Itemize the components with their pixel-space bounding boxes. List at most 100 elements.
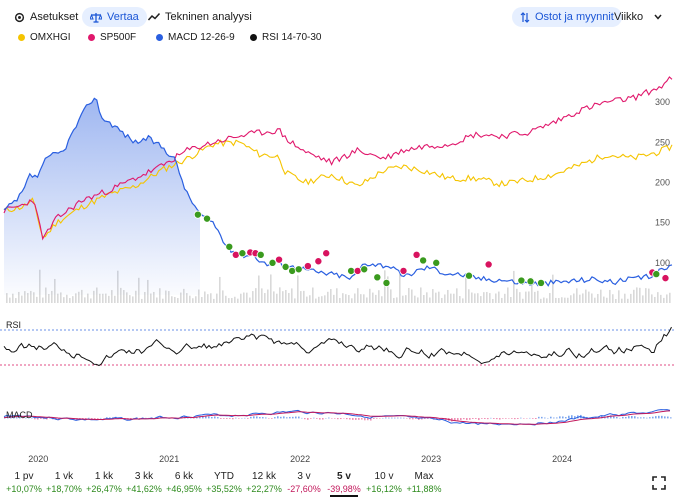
legend-chip-sp500f[interactable]: SP500F xyxy=(88,29,136,45)
macd-histogram-bar xyxy=(511,418,513,419)
volume-bar xyxy=(429,297,431,303)
sell-marker[interactable] xyxy=(399,266,408,275)
macd-histogram-bar xyxy=(637,417,639,419)
macd-histogram-bar xyxy=(31,417,33,419)
sell-marker[interactable] xyxy=(412,250,421,259)
buy-marker[interactable] xyxy=(373,273,382,282)
buy-marker[interactable] xyxy=(419,256,428,265)
buy-sell-button[interactable]: Ostot ja myynnit xyxy=(512,7,622,27)
trend-line-icon xyxy=(148,12,160,21)
sell-marker[interactable] xyxy=(314,257,323,266)
volume-bar xyxy=(12,293,14,303)
macd-histogram-bar xyxy=(313,417,315,419)
buy-marker[interactable] xyxy=(288,266,297,275)
macd-histogram-bar xyxy=(82,418,84,419)
sell-marker[interactable] xyxy=(353,266,362,275)
buy-marker[interactable] xyxy=(382,278,391,287)
buy-marker[interactable] xyxy=(238,249,247,258)
volume-bar xyxy=(111,290,113,303)
volume-bar xyxy=(348,295,350,303)
range-option[interactable]: 10 v +16,12% xyxy=(362,470,406,495)
macd-histogram-bar xyxy=(613,416,615,419)
buy-marker[interactable] xyxy=(256,250,265,259)
buy-marker[interactable] xyxy=(432,258,441,267)
legend-chip-rsi[interactable]: RSI 14-70-30 xyxy=(250,29,321,45)
sell-marker[interactable] xyxy=(303,262,312,271)
macd-histogram-bar xyxy=(574,416,576,419)
range-option[interactable]: YTD +35,52% xyxy=(202,470,246,495)
range-option[interactable]: 5 v -39,98% xyxy=(322,470,366,497)
range-option[interactable]: Max +11,88% xyxy=(402,470,446,495)
x-tick-label: 2021 xyxy=(159,454,179,464)
range-option[interactable]: 6 kk +46,95% xyxy=(162,470,206,495)
legend-label: SP500F xyxy=(100,31,137,43)
volume-bar xyxy=(435,292,437,303)
sell-marker[interactable] xyxy=(275,255,284,264)
fullscreen-icon[interactable] xyxy=(652,476,666,490)
technical-analysis-button[interactable]: Tekninen analyysi xyxy=(140,7,260,27)
buy-marker[interactable] xyxy=(347,266,356,275)
volume-bar xyxy=(60,292,62,303)
range-option[interactable]: 12 kk +22,27% xyxy=(242,470,286,495)
sell-marker[interactable] xyxy=(322,249,331,258)
volume-bar xyxy=(414,295,416,303)
sell-marker[interactable] xyxy=(661,274,670,283)
macd-histogram-bar xyxy=(205,416,207,419)
macd-histogram-bar xyxy=(652,416,654,419)
macd-histogram-bar xyxy=(457,418,459,421)
buy-marker[interactable] xyxy=(652,270,661,279)
macd-histogram-bar xyxy=(346,418,348,420)
range-option[interactable]: 3 kk +41,62% xyxy=(122,470,166,495)
macd-histogram-bar xyxy=(235,417,237,419)
buy-marker[interactable] xyxy=(537,278,546,287)
volume-bar xyxy=(444,294,446,303)
buy-marker[interactable] xyxy=(464,271,473,280)
buy-marker[interactable] xyxy=(203,214,212,223)
buy-marker[interactable] xyxy=(225,242,234,251)
macd-histogram-bar xyxy=(370,418,372,421)
buy-marker[interactable] xyxy=(360,265,369,274)
buy-sell-label: Ostot ja myynnit xyxy=(535,11,614,23)
range-option[interactable]: 3 v -27,60% xyxy=(282,470,326,495)
buy-marker[interactable] xyxy=(526,277,535,286)
range-option[interactable]: 1 vk +18,70% xyxy=(42,470,86,495)
macd-histogram-bar xyxy=(256,416,258,419)
rsi-line xyxy=(3,326,672,367)
settings-button[interactable]: Asetukset xyxy=(6,7,86,27)
price-tick-label: 100 xyxy=(655,258,670,268)
volume-bar xyxy=(144,291,146,303)
period-select[interactable]: Viikko xyxy=(608,7,668,27)
legend-chip-macd[interactable]: MACD 12-26-9 xyxy=(156,29,235,45)
volume-bar xyxy=(375,294,377,303)
volume-bar xyxy=(495,293,497,303)
buy-marker[interactable] xyxy=(294,265,303,274)
macd-histogram-bar xyxy=(556,417,558,419)
buy-marker[interactable] xyxy=(268,258,277,267)
sell-marker[interactable] xyxy=(231,250,240,259)
trade-markers[interactable] xyxy=(193,210,670,287)
volume-bar xyxy=(597,293,599,303)
compare-button[interactable]: Vertaa xyxy=(82,7,147,27)
volume-bar xyxy=(243,292,245,303)
range-option[interactable]: 1 pv +10,07% xyxy=(2,470,46,495)
range-option[interactable]: 1 kk +26,47% xyxy=(82,470,126,495)
volume-bar xyxy=(21,295,23,303)
macd-histogram-bar xyxy=(274,417,276,419)
volume-bar xyxy=(387,276,389,303)
macd-histogram-bar xyxy=(640,417,642,419)
legend-dot xyxy=(156,33,163,41)
range-label: 1 pv xyxy=(14,471,34,482)
macd-histogram-bar xyxy=(247,418,249,419)
price-chart[interactable]: 300 250 200 150 100 2020 2021 2022 2023 2024 xyxy=(0,50,676,465)
sell-marker[interactable] xyxy=(484,260,493,269)
macd-histogram-bar xyxy=(646,417,648,419)
buy-marker[interactable] xyxy=(281,262,290,271)
volume-bar xyxy=(513,270,515,303)
macd-histogram-bar xyxy=(403,417,405,419)
legend-chip-omxhgi[interactable]: OMXHGI xyxy=(18,29,71,45)
buy-marker[interactable] xyxy=(517,276,526,285)
volume-bar xyxy=(492,298,494,303)
volume-bar xyxy=(267,289,269,303)
buy-marker[interactable] xyxy=(193,210,202,219)
price-axis: 300 250 200 150 100 xyxy=(655,97,670,268)
